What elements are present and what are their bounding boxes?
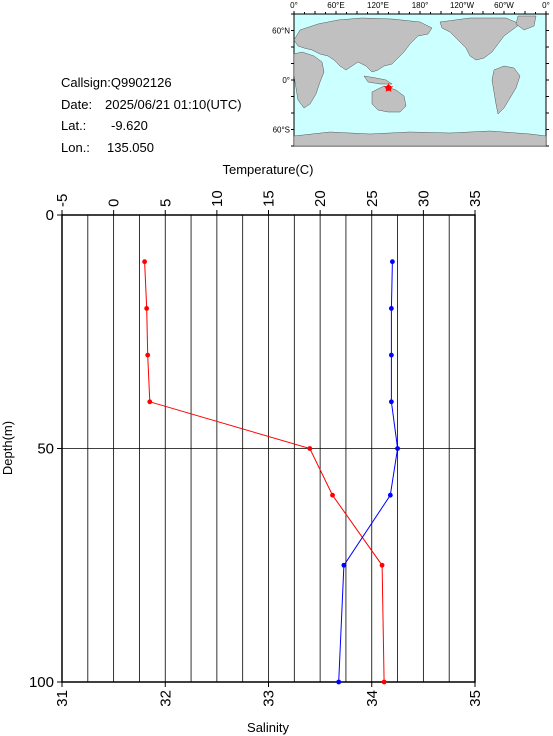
temperature-tick-label: 25	[364, 190, 381, 207]
map-lon-label: 120°E	[367, 1, 389, 10]
temperature-profile-line	[144, 261, 385, 683]
series-layer	[142, 259, 400, 685]
depth-tick-labels: 0 50 100	[29, 207, 54, 691]
map-lon-label: 60°E	[327, 1, 344, 10]
temperature-data-point	[142, 259, 148, 265]
salinity-axis-label: Salinity	[247, 720, 289, 735]
temperature-data-point	[307, 446, 313, 451]
location-map: 0° 60°E 120°E 180° 120°W 60°W 0° 60°N 0° 60°S	[272, 1, 550, 147]
chart-grid	[62, 214, 475, 683]
temperature-axis-label: Temperature(C)	[222, 162, 313, 177]
temperature-data-point	[381, 679, 387, 685]
salinity-data-point	[388, 399, 394, 405]
map-frame-ticks	[291, 11, 549, 147]
depth-tick-label: 50	[37, 441, 54, 458]
map-lat-label: 60°N	[272, 27, 290, 36]
depth-tick-label: 100	[29, 674, 54, 691]
temperature-tick-label: -5	[54, 194, 71, 207]
salinity-data-point	[395, 446, 400, 451]
map-top-labels: 0° 60°E 120°E 180° 120°W 60°W 0°	[290, 1, 550, 10]
map-lat-label: 60°S	[273, 126, 290, 135]
salinity-tick-label: 31	[54, 690, 71, 707]
temperature-tick-label: 5	[157, 199, 174, 207]
callsign-text: Callsign:Q9902126	[61, 75, 172, 90]
salinity-data-point	[387, 492, 393, 498]
salinity-tick-labels: 31 32 33 34 35	[54, 690, 484, 707]
temperature-tick-label: 20	[312, 190, 329, 207]
depth-axis-label: Depth(m)	[0, 421, 15, 475]
float-info: Callsign:Q9902126 Date: 2025/06/21 01:10(…	[61, 72, 242, 158]
salinity-data-point	[388, 306, 394, 311]
temperature-data-point	[379, 562, 385, 568]
salinity-tick-label: 34	[364, 690, 381, 707]
temperature-tick-label: 10	[209, 190, 226, 207]
map-lon-label: 180°	[412, 1, 429, 10]
salinity-tick-label: 32	[157, 690, 174, 707]
temperature-tick-label: 35	[467, 190, 484, 207]
salinity-data-point	[341, 562, 347, 568]
temperature-data-point	[147, 399, 153, 405]
lon-label: Lon.:	[61, 139, 90, 155]
float-location-star-icon	[383, 82, 394, 92]
map-lon-label: 0°	[290, 1, 298, 10]
temperature-tick-labels: -5 0 5 10 15 20 25 30 35	[54, 190, 484, 207]
map-lat-label: 0°	[282, 76, 290, 85]
salinity-data-point	[390, 259, 395, 265]
map-lon-label: 120°W	[450, 1, 475, 10]
salinity-profile-line	[338, 261, 399, 683]
axis-ticks	[57, 210, 476, 687]
temperature-tick-label: 0	[106, 199, 123, 207]
map-left-labels: 60°N 0° 60°S	[272, 27, 290, 135]
temperature-data-point	[144, 306, 150, 311]
temperature-data-point	[330, 492, 335, 498]
temperature-tick-label: 15	[261, 190, 278, 207]
map-lon-label: 0°	[542, 1, 550, 10]
lat-label: Lat.:	[61, 118, 87, 133]
salinity-tick-label: 33	[261, 690, 278, 707]
lat-value: -9.620	[111, 118, 148, 133]
salinity-tick-label: 35	[467, 690, 484, 707]
map-lon-label: 60°W	[494, 1, 514, 10]
salinity-data-point	[388, 352, 394, 358]
date-label: Date:	[61, 96, 93, 112]
temperature-data-point	[145, 352, 151, 358]
temperature-tick-label: 30	[415, 190, 432, 207]
salinity-data-point	[336, 679, 342, 685]
date-value: 2025/06/21 01:10(UTC)	[105, 96, 242, 112]
lon-value: 135.050	[107, 139, 154, 155]
map-land	[293, 15, 547, 147]
depth-tick-label: 0	[46, 207, 54, 224]
